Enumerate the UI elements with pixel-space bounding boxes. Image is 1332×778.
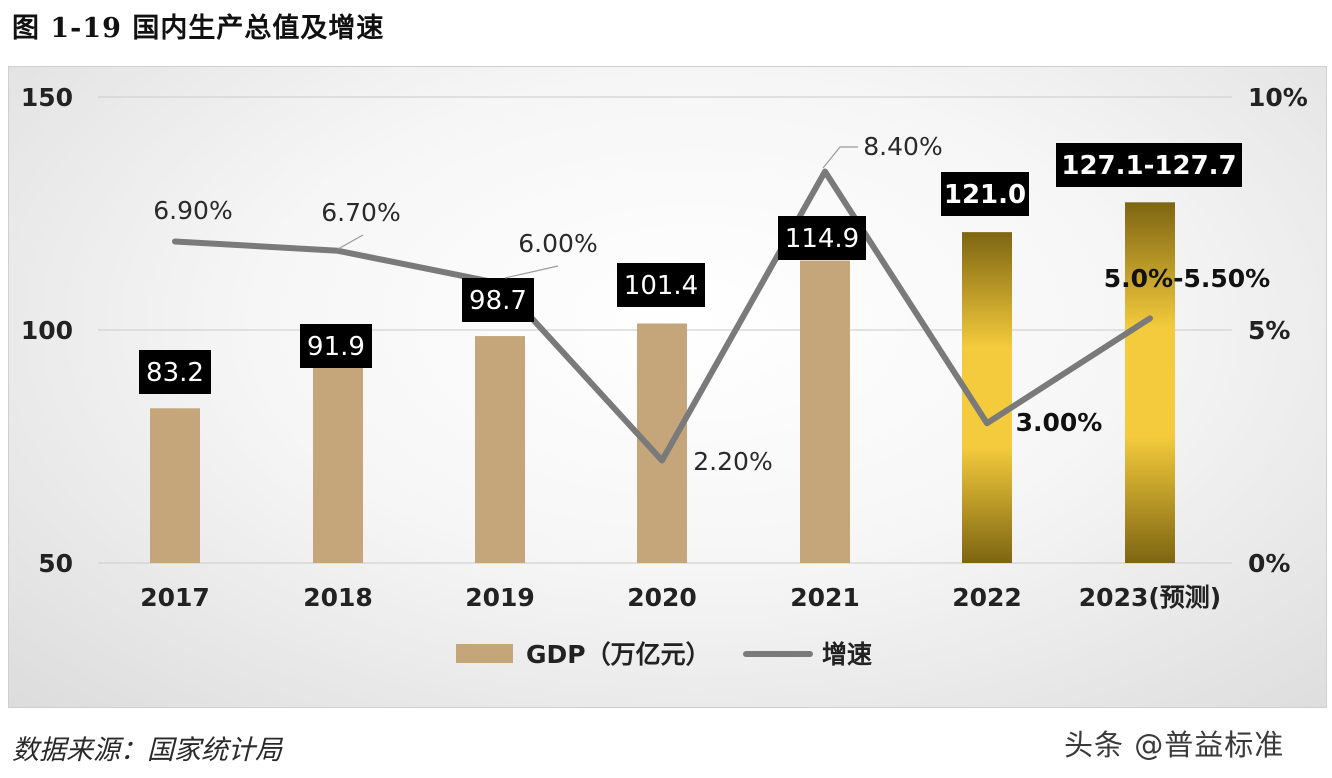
growth-value-label: 3.00% (1016, 408, 1103, 437)
data-source: 数据来源：国家统计局 (12, 735, 282, 766)
gdp-value-label: 114.9 (785, 224, 859, 254)
leader-line (337, 234, 364, 250)
gdp-value-label: 121.0 (944, 180, 1026, 210)
leader-line (504, 265, 559, 279)
gdp-bar (475, 336, 525, 563)
y-right-tick: 5% (1248, 316, 1290, 345)
gdp-value-label: 127.1-127.7 (1061, 151, 1236, 181)
gdp-value-box (941, 172, 1029, 216)
growth-line (172, 168, 1153, 464)
y-right-tick: 10% (1248, 83, 1308, 112)
gdp-value-box (300, 324, 372, 368)
growth-value-label: 2.20% (693, 447, 772, 476)
x-category-label: 2018 (303, 583, 373, 612)
x-category-label: 2017 (140, 583, 210, 612)
x-category-label: 2019 (465, 583, 535, 612)
growth-value-label: 6.90% (153, 196, 232, 225)
legend-gdp-label: GDP（万亿元） (526, 640, 711, 669)
legend-gdp-swatch (456, 644, 513, 663)
figure-title: 图 1-19 国内生产总值及增速 (12, 13, 385, 44)
gdp-value-label: 83.2 (146, 358, 204, 388)
x-category-label: 2022 (952, 583, 1022, 612)
y-right-tick: 0% (1248, 549, 1290, 578)
gdp-value-box (139, 350, 211, 394)
y-left-tick: 150 (21, 83, 73, 112)
gdp-value-label: 101.4 (624, 271, 698, 301)
x-category-label: 2023(预测) (1079, 583, 1221, 612)
gdp-value-box (778, 216, 866, 260)
growth-value-label: 8.40% (863, 132, 942, 161)
gdp-bar (313, 367, 363, 563)
watermark: 头条 @普益标准 (1064, 728, 1285, 762)
gdp-value-box (462, 278, 534, 322)
growth-value-label: 5.0%-5.50% (1104, 264, 1270, 293)
leader-line (822, 146, 858, 169)
gdp-bar (800, 260, 850, 563)
y-left-tick: 50 (38, 549, 73, 578)
gdp-value-label: 98.7 (469, 286, 527, 316)
gdp-bar (150, 408, 200, 563)
gdp-bar (1125, 202, 1175, 564)
growth-value-label: 6.00% (518, 229, 597, 258)
gdp-value-box (1056, 143, 1242, 187)
growth-value-label: 6.70% (321, 198, 400, 227)
gdp-value-box (617, 263, 705, 307)
x-category-label: 2021 (790, 583, 860, 612)
y-left-tick: 100 (21, 316, 73, 345)
x-category-label: 2020 (627, 583, 697, 612)
legend-growth-label: 增速 (822, 640, 872, 669)
gdp-value-label: 91.9 (307, 332, 365, 362)
